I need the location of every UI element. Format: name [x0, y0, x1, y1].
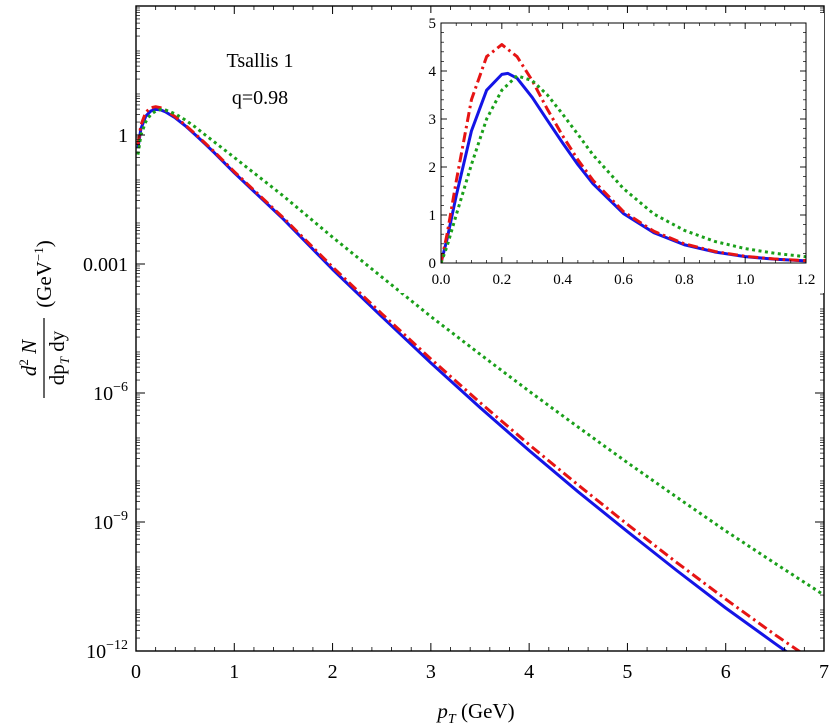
inset-y-tick-label: 4: [429, 64, 437, 80]
y-tick-label: 0.001: [83, 254, 128, 276]
inset-x-tick-label: 0.4: [553, 272, 572, 288]
inset-series-line-3: [441, 74, 806, 263]
inset-plot: 0.0 0.2 0.4 0.6 0.8 1.0 1.2 0 1 2 3 4 5: [399, 13, 824, 293]
x-tick-label: 1: [229, 661, 239, 683]
x-tick-label: 2: [328, 661, 338, 683]
inset-ticks-group: 0.0 0.2 0.4 0.6 0.8 1.0 1.2 0 1 2 3 4 5: [429, 16, 816, 288]
inset-x-tick-label: 0.6: [614, 272, 633, 288]
y-axis-title-unit: (GeV−1): [31, 240, 56, 308]
x-tick-label: 7: [819, 661, 829, 683]
y-axis-unit-exponent: −1: [31, 247, 46, 261]
y-tick-label: 1: [118, 125, 128, 147]
y-axis-denominator-dp: dp: [45, 364, 69, 385]
inset-x-tick-label: 0.2: [492, 272, 511, 288]
y-tick-label: 10−9: [93, 509, 128, 534]
annotation-model-name: Tsallis 1: [227, 50, 294, 72]
inset-series-group: [441, 43, 806, 263]
x-axis-title-subscript: T: [448, 712, 457, 727]
inset-background: [399, 13, 824, 293]
x-axis-title: pT (GeV): [435, 699, 514, 727]
y-axis-numerator-n: N: [17, 339, 41, 359]
inset-y-tick-label: 2: [429, 160, 437, 176]
inset-x-tick-label: 0.8: [675, 272, 694, 288]
y-axis-unit-close: ): [32, 240, 56, 247]
y-tick-label: 10−6: [93, 380, 128, 405]
annotation-q-value: q=0.98: [232, 87, 288, 109]
y-tick-label: 10−12: [86, 638, 128, 663]
main-series-group: [136, 105, 824, 651]
y-axis-title-denominator: dpT dy: [45, 330, 72, 385]
y-axis-title-numerator: d2 N: [16, 339, 41, 376]
y-axis-denominator-subscript: T: [57, 356, 72, 364]
x-axis-title-unit: (GeV): [456, 699, 515, 723]
main-plot-frame: [135, 5, 825, 652]
inset-y-tick-label: 0: [429, 256, 437, 272]
x-tick-label: 4: [524, 661, 534, 683]
y-axis-title: d2 N dpT dy (GeV−1): [16, 240, 72, 398]
y-axis-denominator-dy: dy: [45, 330, 69, 357]
inset-y-tick-label: 3: [429, 112, 437, 128]
inset-plot-frame: [440, 22, 807, 264]
x-tick-label: 5: [622, 661, 632, 683]
y-axis-numerator-d: d: [17, 365, 41, 376]
inset-x-tick-label: 0.0: [432, 272, 451, 288]
x-tick-label: 0: [131, 661, 141, 683]
inset-series-line-2: [441, 43, 806, 263]
x-tick-label: 3: [426, 661, 436, 683]
main-series-line-2: [136, 105, 802, 651]
y-axis-numerator-exponent: 2: [16, 359, 31, 366]
x-tick-label: 6: [721, 661, 731, 683]
x-axis-title-symbol: p: [435, 699, 448, 723]
inset-y-tick-label: 5: [429, 16, 437, 32]
inset-x-tick-label: 1.2: [797, 272, 816, 288]
y-axis-unit-open: (GeV: [32, 261, 56, 308]
inset-x-tick-label: 1.0: [736, 272, 755, 288]
inset-y-tick-label: 1: [429, 208, 437, 224]
